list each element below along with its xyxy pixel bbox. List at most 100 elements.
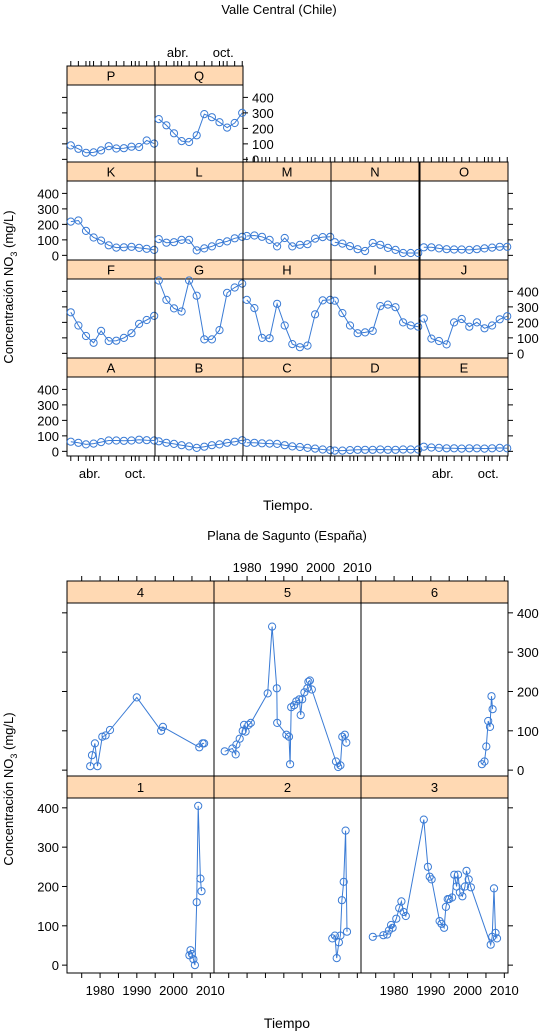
data-point	[457, 314, 466, 324]
y-tick-label: 0	[252, 152, 259, 167]
data-point	[207, 113, 216, 122]
data-point	[169, 129, 179, 138]
data-point	[154, 235, 163, 244]
data-point	[326, 446, 335, 455]
data-point	[89, 439, 98, 448]
data-point	[154, 276, 163, 285]
data-point	[311, 234, 320, 243]
spain-panel-grid: 4 5 1980 1990 2000 2010 6 0 100 200 300 400 1 0 100 200…	[37, 560, 538, 998]
data-point	[272, 684, 281, 693]
y-tick-label: 200	[37, 879, 59, 894]
y-tick-label: 200	[252, 121, 274, 136]
data-point	[368, 932, 377, 941]
data-point	[169, 304, 179, 313]
panel-strip-label: B	[195, 361, 204, 376]
panel-strip-label: C	[282, 361, 291, 376]
x-tick-label: 1990	[416, 983, 445, 998]
data-point	[383, 930, 392, 939]
data-point	[419, 815, 428, 824]
x-axis-title-chile: Tiempo.	[263, 497, 313, 513]
data-point	[230, 118, 239, 128]
panel-strip-label: J	[461, 263, 468, 278]
data-point	[419, 314, 428, 323]
data-point	[90, 739, 100, 748]
chart-title-spain: Plana de Sagunto (España)	[207, 528, 367, 543]
panel-frame	[419, 278, 509, 359]
data-point	[135, 243, 144, 252]
data-point	[66, 437, 75, 446]
data-point	[207, 335, 216, 344]
data-point	[460, 882, 470, 891]
data-point	[326, 232, 335, 241]
panel-strip-label: N	[370, 165, 379, 180]
series-line	[423, 315, 508, 346]
data-point	[200, 442, 209, 451]
series-line	[334, 300, 419, 334]
data-point	[244, 720, 253, 730]
panel-frame	[330, 278, 420, 359]
data-point	[150, 311, 159, 320]
data-point	[379, 931, 388, 940]
x-tick-label: 1980	[233, 560, 262, 575]
data-point	[336, 761, 345, 770]
data-point	[185, 235, 194, 244]
data-point	[368, 326, 377, 335]
panel-strip-label: E	[460, 361, 469, 376]
data-point	[307, 685, 316, 694]
x-tick-label: oct.	[213, 45, 234, 60]
x-tick-label: 2000	[306, 560, 335, 575]
y-axis-title-main: Concentración NO	[1, 759, 16, 866]
data-point	[169, 238, 179, 247]
panel-strip-label: 3	[431, 780, 438, 795]
data-point	[361, 246, 370, 256]
x-axis-title-spain: Tiempo	[264, 1015, 310, 1031]
data-point	[223, 438, 232, 447]
data-point	[74, 438, 83, 447]
data-point	[273, 242, 282, 251]
panel-frame	[66, 376, 156, 457]
data-point	[197, 887, 206, 896]
data-point	[284, 732, 294, 741]
data-point	[342, 927, 352, 936]
series-line	[224, 626, 347, 768]
data-point	[185, 137, 194, 147]
x-tick-label: 1980	[380, 983, 409, 998]
panel-frame	[242, 376, 332, 457]
data-point	[223, 237, 232, 246]
data-point	[477, 760, 486, 769]
data-point	[280, 321, 289, 330]
data-point	[503, 242, 512, 251]
data-point	[453, 870, 463, 879]
data-point	[265, 334, 274, 343]
data-point	[328, 934, 337, 943]
panel-strip-label: A	[107, 361, 116, 376]
data-point	[158, 722, 167, 732]
y-tick-label: 200	[517, 315, 539, 330]
y-tick-label: 400	[517, 606, 539, 621]
x-tick-label: oct.	[478, 466, 499, 481]
panel-M: M	[242, 157, 335, 261]
panel-I: I	[330, 259, 423, 359]
data-point	[189, 955, 198, 964]
x-tick-label: 2010	[196, 983, 225, 998]
data-point	[142, 136, 151, 145]
data-point	[215, 440, 224, 449]
data-point	[273, 299, 282, 308]
data-point	[66, 308, 75, 317]
data-point	[280, 441, 289, 450]
data-point	[235, 734, 244, 743]
y-tick-label: 100	[37, 233, 59, 248]
data-point	[427, 243, 436, 252]
data-point	[185, 442, 194, 451]
data-point	[338, 239, 347, 248]
data-point	[215, 238, 224, 248]
panel-6: 6 0 100 200 300 400	[360, 576, 539, 779]
data-point	[230, 437, 239, 446]
panel-strip-label: P	[107, 69, 116, 84]
data-point	[154, 437, 163, 446]
panel-frame	[213, 797, 362, 974]
data-point	[466, 883, 475, 892]
